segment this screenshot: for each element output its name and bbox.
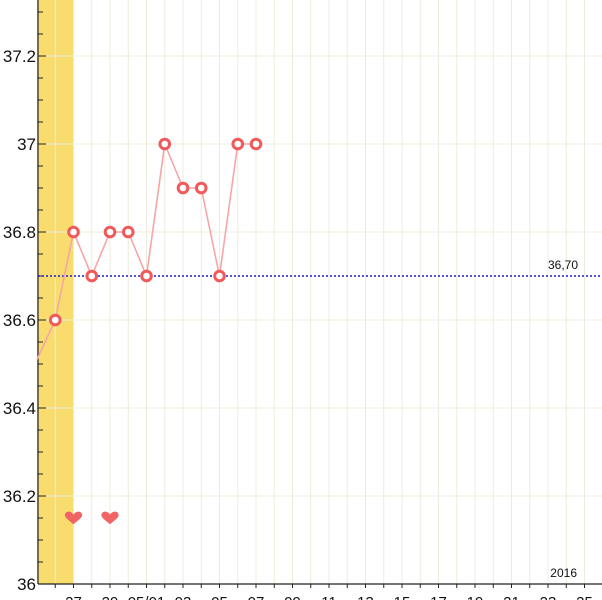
temperature-point <box>140 269 153 283</box>
x-tick-label: 11 <box>321 594 337 600</box>
y-tick-label: 36.8 <box>3 223 36 242</box>
y-tick-label: 36.2 <box>3 487 36 506</box>
x-tick-label: 03 <box>175 594 192 600</box>
temperature-point <box>103 225 117 239</box>
x-tick-label: 07 <box>248 594 265 600</box>
x-tick-label: 09 <box>284 594 301 600</box>
temperature-point <box>158 137 172 151</box>
temperature-point <box>249 137 263 151</box>
x-tick-label: 21 <box>503 594 520 600</box>
x-tick-label: 27 <box>65 594 82 600</box>
y-tick-label: 36.4 <box>3 399 36 418</box>
x-tick-label: 05 <box>211 594 228 600</box>
y-tick-label: 36 <box>17 575 36 594</box>
x-tick-label: 15 <box>394 594 411 600</box>
x-tick-label: 05/01 <box>128 594 166 600</box>
temperature-point <box>176 181 190 195</box>
x-tick-label: 29 <box>102 594 119 600</box>
y-tick-label: 36.6 <box>3 311 36 330</box>
temperature-point <box>121 225 135 239</box>
x-tick-label: 17 <box>430 594 447 600</box>
heart-icon <box>101 511 119 525</box>
x-tick-label: 19 <box>467 594 484 600</box>
temperature-point <box>48 313 62 327</box>
year-label: 2016 <box>550 566 577 580</box>
x-tick-label: 23 <box>540 594 557 600</box>
temperature-point <box>85 269 99 283</box>
temperature-point <box>231 137 245 151</box>
temperature-point <box>213 269 226 283</box>
reference-line-label: 36,70 <box>548 258 578 272</box>
y-tick-label: 37.2 <box>3 47 36 66</box>
temperature-point <box>67 225 80 239</box>
x-tick-label: 13 <box>357 594 374 600</box>
y-tick-label: 37 <box>17 135 36 154</box>
heart-icon <box>64 511 83 525</box>
x-tick-label: 25 <box>576 594 593 600</box>
temperature-point <box>194 181 208 195</box>
